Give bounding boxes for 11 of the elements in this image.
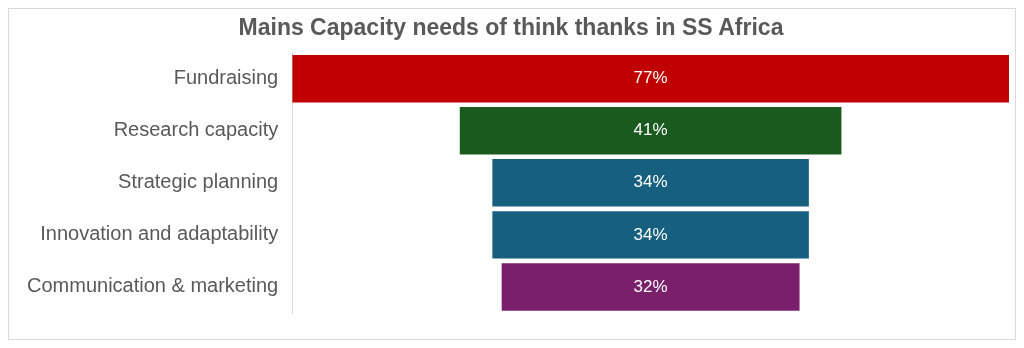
data-label: 32% bbox=[633, 276, 668, 296]
data-label: 34% bbox=[633, 224, 668, 244]
text: Mains Capacity needs of think thanks in SS Africa bbox=[238, 14, 784, 41]
data-label: 41% bbox=[633, 120, 668, 140]
data-label: 34% bbox=[633, 172, 668, 192]
category-label: Communication & marketing bbox=[26, 274, 279, 297]
category-label: Research capacity bbox=[113, 118, 279, 141]
category-label: Fundraising bbox=[173, 66, 279, 89]
data-label: 77% bbox=[633, 68, 668, 88]
category-label: Innovation and adaptability bbox=[40, 222, 279, 245]
category-label: Strategic planning bbox=[118, 170, 279, 193]
